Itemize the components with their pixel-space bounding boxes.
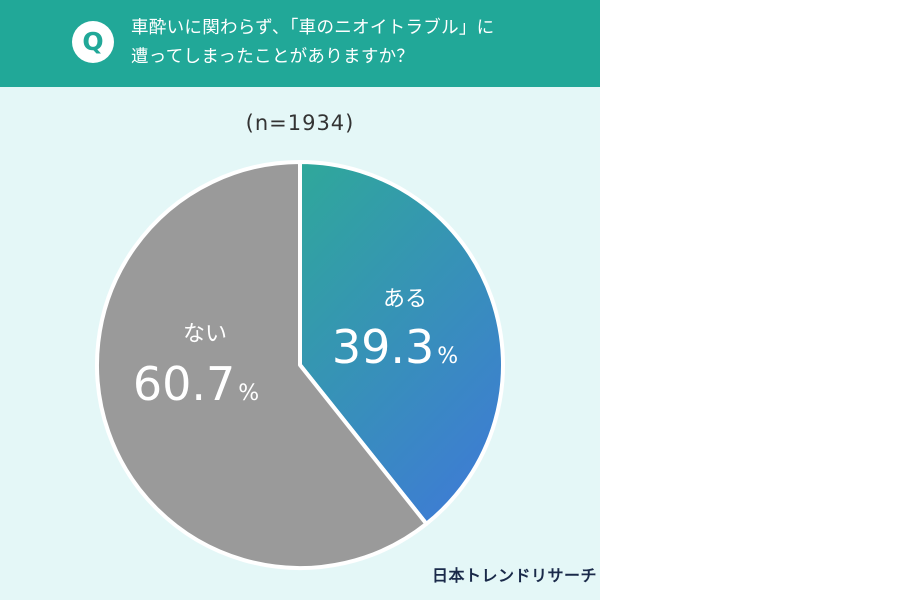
question-text: 車酔いに関わらず、「車のニオイトラブル」に 遭ってしまったことがありますか？ [131, 14, 571, 72]
question-line-2: 遭ってしまったことがありますか？ [131, 47, 415, 67]
slice-category-label: ある [383, 287, 427, 312]
question-line-1: 車酔いに関わらず、「車のニオイトラブル」に [131, 18, 495, 38]
question-header: Q 車酔いに関わらず、「車のニオイトラブル」に 遭ってしまったことがありますか？ [0, 0, 600, 87]
slice-value-label: 39.3% [332, 320, 458, 374]
slice-value-label: 60.7% [133, 357, 259, 411]
pie-slice-aru [298, 160, 505, 526]
slice-category-label: ない [183, 322, 227, 347]
question-badge: Q [72, 21, 114, 63]
sample-size: (n=1934) [245, 111, 355, 135]
source-credit: 日本トレンドリサーチ [432, 566, 598, 585]
pie-chart: ある 39.3 % ない 60.7% [95, 160, 505, 570]
pie-slice-nai [95, 160, 429, 570]
